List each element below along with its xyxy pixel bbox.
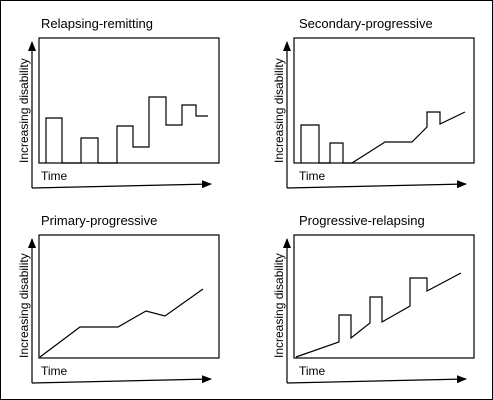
y-axis-label: Increasing disability	[272, 253, 286, 358]
panel-title: Secondary-progressive	[299, 16, 433, 31]
plot-box	[38, 234, 220, 359]
x-axis-arrow	[286, 180, 467, 189]
x-axis-label: Time	[299, 169, 326, 183]
panel-title: Primary-progressive	[41, 213, 157, 228]
x-axis-arrow	[286, 375, 467, 384]
x-axis-label: Time	[41, 364, 68, 378]
y-axis-label: Increasing disability	[17, 58, 31, 163]
x-axis-arrow	[31, 375, 212, 384]
panel-primary-progressive: Primary-progressive Increasing disabilit…	[17, 213, 220, 384]
panel-progressive-relapsing: Progressive-relapsing Increasing disabil…	[272, 213, 475, 384]
plot-box	[293, 37, 475, 164]
panel-relapsing-remitting: Relapsing-remitting Increasing disabilit…	[17, 16, 220, 189]
panel-title: Progressive-relapsing	[299, 213, 425, 228]
panel-title: Relapsing-remitting	[41, 16, 153, 31]
plot-box	[293, 234, 475, 359]
plot-box	[38, 37, 220, 164]
y-axis-label: Increasing disability	[272, 58, 286, 163]
x-axis-label: Time	[299, 364, 326, 378]
y-axis-label: Increasing disability	[17, 253, 31, 358]
disability-curve	[39, 288, 204, 358]
panel-secondary-progressive: Secondary-progressive Increasing disabil…	[272, 16, 475, 189]
x-axis-arrow	[31, 180, 212, 189]
disability-curve	[45, 96, 208, 164]
disability-curve	[300, 111, 466, 164]
x-axis-label: Time	[41, 169, 68, 183]
disability-curve	[295, 272, 462, 358]
